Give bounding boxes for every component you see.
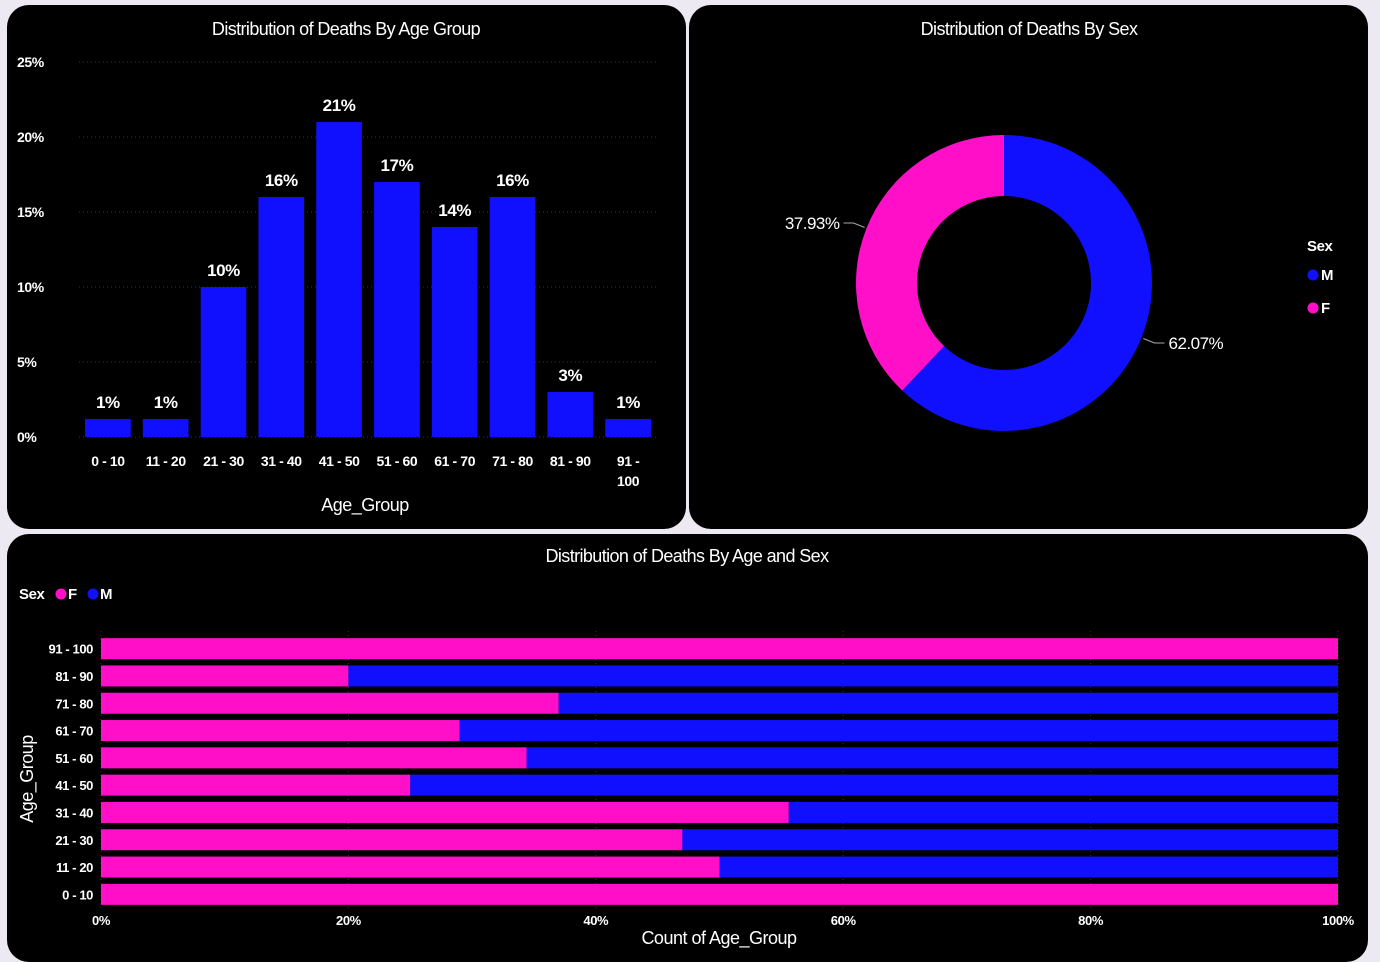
bar-segment-f[interactable] [101,883,1338,905]
bar[interactable] [547,392,594,437]
legend-label[interactable]: M [1321,267,1334,284]
bar-segment-m[interactable] [719,856,1339,878]
age-group-chart-panel: Distribution of Deaths By Age Group 0% 5%… [7,5,686,529]
x-tick-label: 0 - 10 [91,453,125,469]
bar[interactable] [605,419,651,437]
y-tick-label: 20% [17,129,45,145]
y-tick-label: 0% [17,429,37,445]
x-tick-label: 71 - 80 [492,453,533,469]
sex-donut-chart: Distribution of Deaths By Sex 62.07% 37.9… [785,19,1334,432]
leader-line [1143,338,1165,344]
legend-title: Sex [19,586,46,603]
data-label: 1% [96,393,120,412]
bar-segment-m[interactable] [459,720,1339,742]
data-label: 16% [496,171,529,190]
y-tick-label: 25% [17,54,45,70]
donut-slice-f[interactable] [856,135,1004,391]
data-label: 1% [616,393,640,412]
data-label: 16% [265,171,298,190]
x-axis-label: Age_Group [321,495,409,516]
x-tick-label: 61 - 70 [434,453,475,469]
y-tick-label: 71 - 80 [55,696,93,711]
data-label: 1% [154,393,178,412]
y-tick-label: 11 - 20 [56,860,93,875]
chart-title: Distribution of Deaths By Age and Sex [546,546,830,566]
legend-marker [87,588,99,600]
bar[interactable] [85,419,131,437]
bar[interactable] [258,197,305,437]
bar-segment-m[interactable] [410,774,1338,796]
bar-segment-m[interactable] [682,829,1338,851]
y-tick-label: 5% [17,354,37,370]
bar-segment-f[interactable] [101,774,411,796]
chart-title: Distribution of Deaths By Sex [921,19,1138,39]
x-tick-label: 31 - 40 [261,453,302,469]
data-label: 14% [438,201,471,220]
legend-label[interactable]: F [68,586,77,603]
x-tick-label: 41 - 50 [319,453,360,469]
y-tick-label: 51 - 60 [55,751,93,766]
bar[interactable] [431,227,478,437]
data-label: 37.93% [785,214,840,233]
bar-segment-f[interactable] [101,638,1338,660]
bar-segment-m[interactable] [558,692,1338,714]
x-tick-label: 100% [1322,913,1354,928]
x-axis-label: Count of Age_Group [641,928,797,949]
legend-title: Sex [1307,238,1334,255]
bar[interactable] [142,419,189,437]
bar-segment-f[interactable] [101,856,720,878]
y-tick-label: 21 - 30 [55,833,93,848]
data-label: 3% [558,366,582,385]
bar-segment-f[interactable] [101,801,789,823]
chart-title: Distribution of Deaths By Age Group [212,19,481,39]
sex-chart-panel: Distribution of Deaths By Sex 62.07% 37.9… [689,5,1368,529]
bar-segment-m[interactable] [348,665,1338,687]
leader-line [843,222,865,228]
bar[interactable] [316,122,362,437]
x-tick-label: 91 - [617,453,640,469]
legend-marker [1307,302,1319,314]
y-tick-label: 81 - 90 [55,669,93,684]
data-label: 17% [380,156,413,175]
x-tick-label: 20% [336,913,362,928]
legend-marker [55,588,67,600]
age-sex-chart-panel: Distribution of Deaths By Age and Sex Se… [7,534,1368,962]
x-tick-label: 51 - 60 [377,453,418,469]
age-sex-stacked-bar-chart: Distribution of Deaths By Age and Sex Se… [17,546,1355,949]
data-label: 62.07% [1168,334,1223,353]
bar[interactable] [200,287,247,437]
x-tick-label: 81 - 90 [550,453,591,469]
y-tick-label: 0 - 10 [62,887,93,902]
x-tick-label: 80% [1078,913,1104,928]
bar-segment-f[interactable] [101,692,559,714]
x-tick-label: 21 - 30 [203,453,244,469]
bar-segment-f[interactable] [101,720,460,742]
bar-segment-m[interactable] [526,747,1338,769]
bar-segment-f[interactable] [101,747,527,769]
bar-segment-f[interactable] [101,665,349,687]
legend-label[interactable]: M [100,586,113,603]
y-tick-label: 31 - 40 [55,805,93,820]
x-tick-label: 40% [583,913,609,928]
bar[interactable] [374,182,420,437]
legend-label[interactable]: F [1321,300,1330,317]
bar-segment-m[interactable] [788,801,1338,823]
legend-marker [1307,269,1319,281]
y-tick-label: 41 - 50 [55,778,93,793]
age-group-bar-chart: Distribution of Deaths By Age Group 0% 5%… [17,19,657,516]
data-label: 10% [207,261,240,280]
bar-segment-f[interactable] [101,829,683,851]
data-label: 21% [323,96,356,115]
x-tick-label: 11 - 20 [146,453,187,469]
y-tick-label: 15% [17,204,45,220]
y-axis-label: Age_Group [17,735,38,823]
donut-slice-m[interactable] [902,135,1152,432]
bar[interactable] [489,197,536,437]
y-tick-label: 10% [17,279,45,295]
y-tick-label: 61 - 70 [55,724,93,739]
x-tick-label: 100 [617,473,640,489]
y-tick-label: 91 - 100 [48,642,93,657]
x-tick-label: 0% [92,913,111,928]
x-tick-label: 60% [831,913,857,928]
